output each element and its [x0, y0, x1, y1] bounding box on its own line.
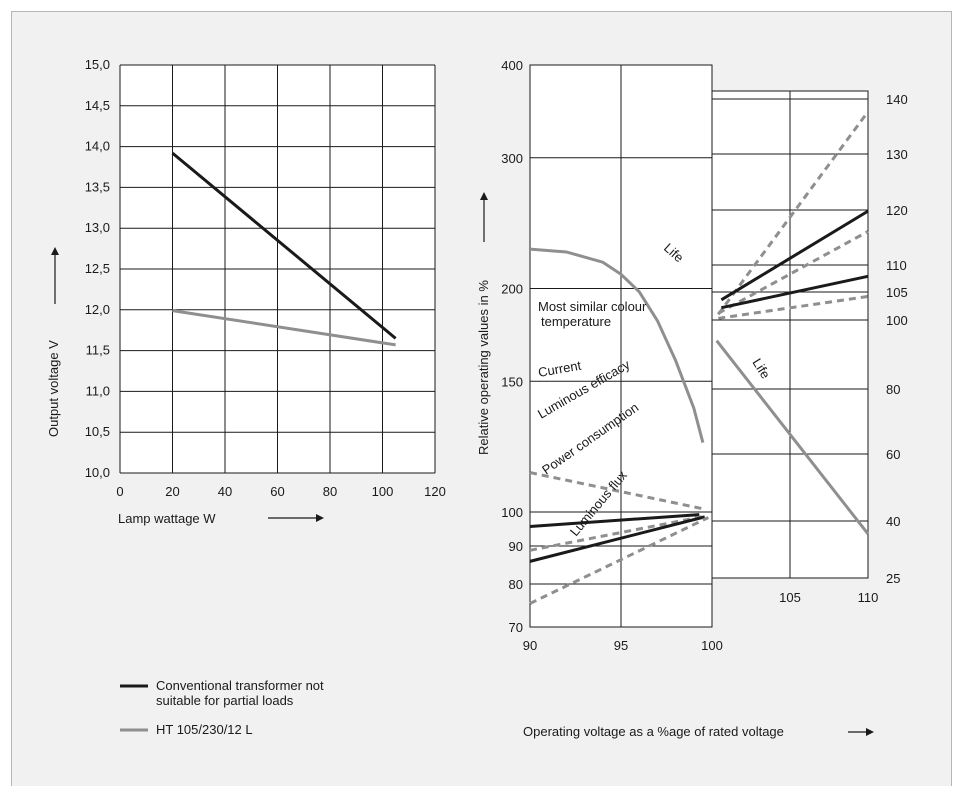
- series-label-line: temperature: [541, 314, 611, 329]
- y-tick-label: 15,0: [85, 57, 110, 72]
- x-tick-label: 40: [218, 484, 232, 499]
- y-tick-label: 13,0: [85, 220, 110, 235]
- series-line: [529, 516, 710, 605]
- y-tick-label: 400: [501, 58, 523, 73]
- y-tick-label: 40: [886, 514, 900, 529]
- series-line: [529, 471, 704, 511]
- y-tick-label: 110: [886, 258, 907, 273]
- x-axis-label: Operating voltage as a %age of rated vol…: [523, 724, 784, 739]
- y-tick-label: 120: [886, 203, 908, 218]
- x-tick-label: 100: [701, 638, 723, 653]
- y-tick-label: 90: [509, 539, 523, 554]
- series-label-line: Most similar colour: [538, 299, 647, 314]
- x-axis-label: Lamp wattage W: [118, 511, 216, 526]
- x-tick-label: 95: [614, 638, 628, 653]
- y-tick-label: 12,0: [85, 302, 110, 317]
- y-axis-arrowhead: [51, 247, 59, 255]
- series-line: [715, 339, 870, 535]
- y-tick-label: 200: [501, 281, 523, 296]
- x-axis-arrowhead: [866, 728, 874, 736]
- x-tick-label: 0: [116, 484, 123, 499]
- x-axis-arrowhead: [316, 514, 324, 522]
- series-line: [721, 274, 869, 310]
- y-tick-label: 130: [886, 147, 908, 162]
- y-tick-label: 105: [886, 285, 908, 300]
- legend: Conventional transformer not suitable for…: [120, 678, 324, 737]
- y-tick-label: 25: [886, 571, 900, 586]
- x-tick-label: 100: [372, 484, 394, 499]
- legend-label: HT 105/230/12 L: [156, 722, 253, 737]
- y-tick-label: 100: [886, 313, 908, 328]
- x-tick-label: 80: [323, 484, 337, 499]
- x-tick-label: 60: [270, 484, 284, 499]
- series-line: [529, 515, 704, 552]
- y-tick-label: 10,5: [85, 424, 110, 439]
- y-tick-label: 11,0: [86, 383, 110, 398]
- y-axis-arrowhead: [480, 192, 488, 200]
- y-tick-label: 12,5: [85, 261, 110, 276]
- y-tick-label: 300: [501, 151, 523, 166]
- x-tick-label: 110: [858, 590, 879, 605]
- y-tick-label: 80: [509, 577, 523, 592]
- x-tick-label: 120: [424, 484, 446, 499]
- y-tick-label: 13,5: [85, 179, 110, 194]
- y-axis-label: Relative operating values in %: [476, 280, 491, 455]
- series-line: [718, 294, 869, 320]
- series-line: [717, 110, 870, 316]
- series-line: [720, 209, 869, 302]
- series-line: [529, 513, 700, 528]
- series-line: [717, 230, 869, 315]
- series-label: Most similar colour temperature: [538, 299, 647, 329]
- series-line: [171, 151, 397, 340]
- legend-label-line: HT 105/230/12 L: [156, 722, 253, 737]
- y-tick-label: 14,5: [85, 98, 110, 113]
- legend-label-line: Conventional transformer not: [156, 678, 324, 693]
- y-tick-label: 80: [886, 382, 900, 397]
- y-tick-label: 140: [886, 92, 908, 107]
- y-tick-label: 10,0: [85, 465, 110, 480]
- series-line: [529, 247, 705, 444]
- series-line: [172, 309, 396, 347]
- chart-output-voltage: 0 20 40 60 80 100 120 10,0 10,5 11,0 11,5 12,0 12,5 1…: [46, 57, 446, 526]
- legend-label-line: suitable for partial loads: [156, 693, 294, 708]
- series-label: Current: [537, 358, 583, 380]
- y-tick-label: 14,0: [85, 139, 110, 154]
- y-axis-label: Output voltage V: [46, 340, 61, 437]
- series-line: [529, 515, 706, 563]
- y-tick-label: 150: [501, 374, 523, 389]
- legend-label: Conventional transformer not suitable for…: [156, 678, 324, 708]
- x-tick-label: 20: [165, 484, 179, 499]
- y-tick-label: 70: [509, 620, 523, 635]
- x-tick-label: 90: [523, 638, 537, 653]
- y-tick-label: 11,5: [86, 343, 110, 358]
- y-tick-label: 60: [886, 447, 900, 462]
- x-tick-label: 105: [779, 590, 801, 605]
- y-tick-label: 100: [501, 505, 523, 520]
